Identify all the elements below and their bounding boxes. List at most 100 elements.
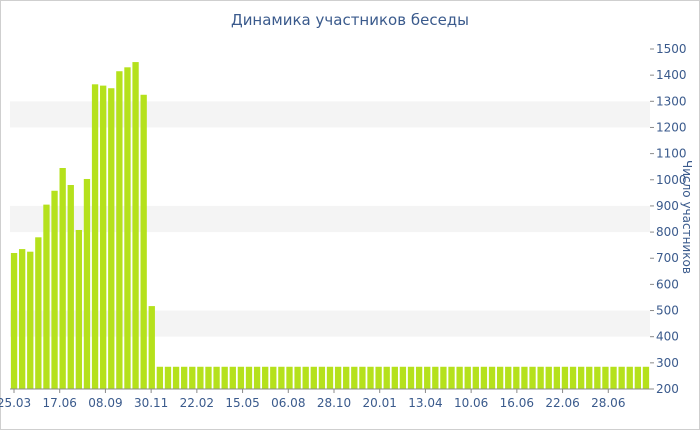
bar[interactable]: [569, 366, 577, 389]
bar[interactable]: [634, 366, 642, 389]
bar[interactable]: [75, 229, 83, 389]
x-tick-label: 22.02: [180, 396, 214, 410]
y-tick-label: 1400: [656, 68, 687, 82]
bar[interactable]: [326, 366, 334, 389]
bar[interactable]: [383, 366, 390, 389]
bar[interactable]: [448, 366, 455, 389]
bar[interactable]: [424, 366, 431, 389]
bar[interactable]: [456, 366, 463, 389]
bar[interactable]: [391, 366, 398, 389]
x-tick-label: 16.06: [500, 396, 534, 410]
y-tick-label: 600: [656, 277, 679, 291]
bar[interactable]: [262, 366, 269, 389]
bar[interactable]: [237, 366, 245, 389]
bar[interactable]: [221, 366, 228, 389]
y-tick-label: 400: [656, 330, 679, 344]
bar[interactable]: [294, 366, 301, 389]
bar[interactable]: [553, 366, 560, 389]
bar[interactable]: [642, 366, 650, 389]
bar[interactable]: [521, 366, 528, 389]
bar[interactable]: [334, 366, 342, 389]
y-tick-label: 200: [656, 382, 679, 396]
bar[interactable]: [116, 71, 123, 389]
bar[interactable]: [189, 366, 196, 389]
bar[interactable]: [43, 204, 50, 389]
bar[interactable]: [18, 249, 26, 389]
bar[interactable]: [51, 190, 58, 389]
bar[interactable]: [513, 366, 520, 389]
bar[interactable]: [472, 366, 479, 389]
bar[interactable]: [67, 185, 74, 389]
bar[interactable]: [375, 366, 382, 389]
bar[interactable]: [197, 366, 204, 389]
bar[interactable]: [626, 366, 633, 389]
bar[interactable]: [480, 366, 488, 389]
bar[interactable]: [399, 366, 407, 389]
y-tick-label: 500: [656, 304, 679, 318]
bar[interactable]: [10, 253, 18, 389]
bar[interactable]: [205, 366, 212, 389]
bar[interactable]: [181, 366, 188, 389]
bar[interactable]: [407, 366, 415, 389]
bar[interactable]: [537, 366, 544, 389]
bar[interactable]: [172, 366, 180, 389]
x-tick-label: 30.11: [134, 396, 168, 410]
bar[interactable]: [124, 67, 131, 389]
bar[interactable]: [505, 366, 512, 389]
bar[interactable]: [545, 366, 552, 389]
bar[interactable]: [561, 366, 569, 389]
bar[interactable]: [586, 366, 593, 389]
bar[interactable]: [270, 366, 277, 389]
bar[interactable]: [602, 366, 609, 389]
bar[interactable]: [278, 366, 285, 389]
bar[interactable]: [529, 366, 536, 389]
x-tick-label: 06.08: [271, 396, 305, 410]
bar[interactable]: [286, 366, 293, 389]
bar[interactable]: [496, 366, 504, 389]
bar[interactable]: [594, 366, 601, 389]
bar[interactable]: [318, 366, 326, 389]
bar[interactable]: [343, 366, 350, 389]
grid-band: [10, 49, 650, 76]
bar[interactable]: [27, 251, 34, 389]
bar[interactable]: [351, 366, 358, 389]
x-tick-label: 20.01: [363, 396, 397, 410]
bar[interactable]: [35, 237, 42, 389]
bar[interactable]: [164, 366, 172, 389]
bar[interactable]: [245, 366, 253, 389]
bar[interactable]: [91, 84, 99, 389]
bar[interactable]: [359, 366, 366, 389]
bar[interactable]: [59, 168, 66, 389]
y-tick-label: 900: [656, 199, 679, 213]
bar[interactable]: [618, 366, 625, 389]
bar[interactable]: [440, 366, 447, 389]
bar[interactable]: [213, 366, 220, 389]
bar[interactable]: [367, 366, 374, 389]
bar[interactable]: [610, 366, 617, 389]
bar[interactable]: [148, 306, 155, 389]
bar[interactable]: [488, 366, 496, 389]
y-axis-label: Число участников: [680, 160, 694, 274]
x-tick-label: 28.06: [591, 396, 625, 410]
x-tick-label: 28.10: [317, 396, 351, 410]
bar[interactable]: [253, 366, 261, 389]
bar[interactable]: [156, 366, 164, 389]
bar[interactable]: [132, 62, 139, 389]
x-tick-label: 25.03: [0, 396, 31, 410]
bar[interactable]: [310, 366, 317, 389]
bars: [10, 62, 650, 390]
bar[interactable]: [302, 366, 309, 389]
bar[interactable]: [100, 85, 107, 390]
bar[interactable]: [108, 88, 115, 389]
bar[interactable]: [464, 366, 471, 389]
bar[interactable]: [432, 366, 439, 389]
y-tick-label: 800: [656, 225, 679, 239]
bar[interactable]: [83, 178, 91, 389]
bar[interactable]: [140, 94, 147, 390]
bar[interactable]: [229, 366, 236, 389]
bar[interactable]: [415, 366, 423, 389]
bar[interactable]: [577, 366, 585, 389]
x-tick-label: 17.06: [43, 396, 77, 410]
y-tick-label: 700: [656, 251, 679, 265]
